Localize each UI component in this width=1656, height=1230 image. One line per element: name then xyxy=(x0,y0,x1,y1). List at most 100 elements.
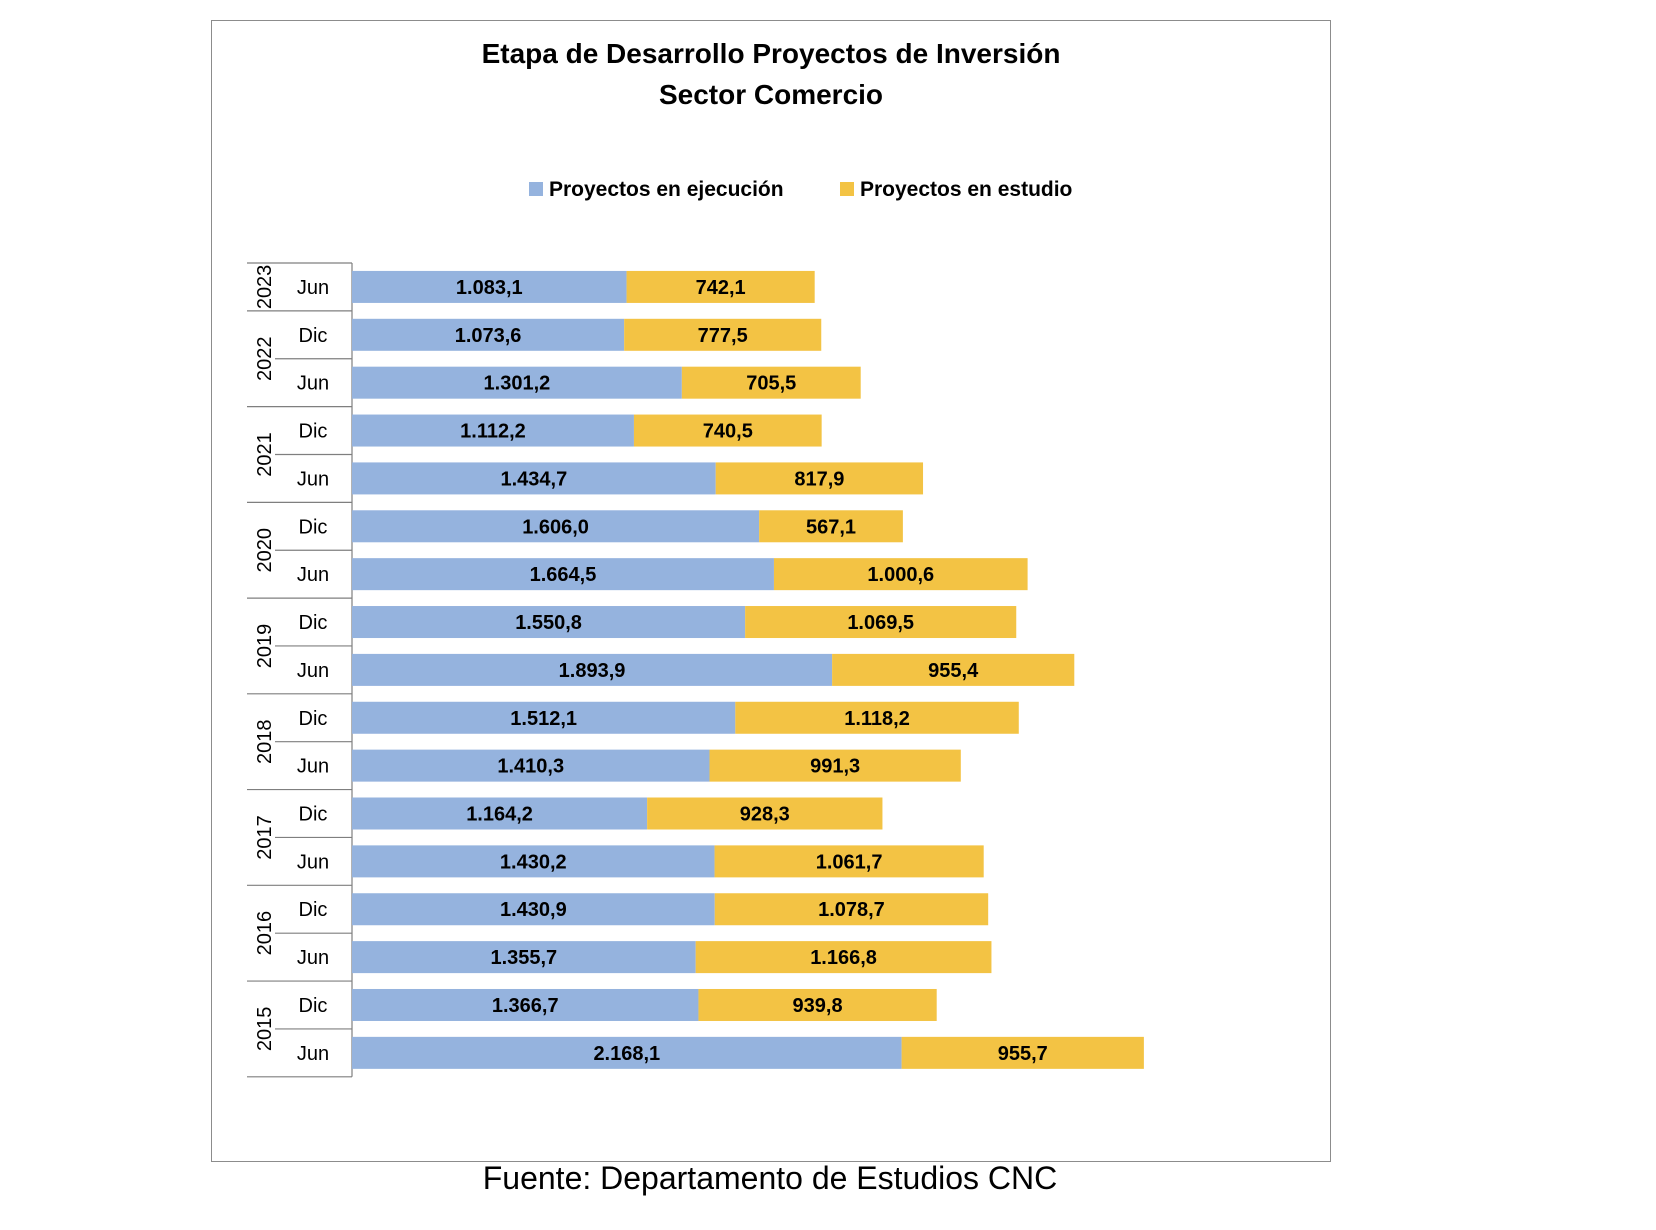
bar-ejecucion xyxy=(352,366,682,399)
data-label: 1.061,7 xyxy=(816,851,883,873)
data-label: 1.550,8 xyxy=(515,612,582,634)
year-label: 2016 xyxy=(254,911,276,956)
data-label: 1.083,1 xyxy=(456,277,523,299)
bar-ejecucion xyxy=(352,606,746,639)
data-label: 567,1 xyxy=(806,516,856,538)
period-label: Jun xyxy=(297,1043,329,1065)
period-label: Dic xyxy=(299,612,328,634)
bar-estudio xyxy=(714,845,984,878)
period-label: Jun xyxy=(297,373,329,395)
bar-estudio xyxy=(633,414,822,447)
bar-estudio xyxy=(624,318,822,351)
chart-frame xyxy=(211,20,1331,1162)
bar-ejecucion xyxy=(352,1036,902,1069)
data-label: 1.664,5 xyxy=(530,564,597,586)
period-label: Dic xyxy=(299,516,328,538)
period-label: Dic xyxy=(299,421,328,443)
data-label: 939,8 xyxy=(793,995,843,1017)
period-label: Jun xyxy=(297,468,329,490)
legend-swatch xyxy=(529,182,543,196)
data-label: 1.430,9 xyxy=(500,899,567,921)
plot-area: 1.083,1 742,1 1.073,6 777,5 1.301,2 705,5 1.11… xyxy=(352,270,1144,1069)
year-label: 2020 xyxy=(254,528,276,573)
period-label: Dic xyxy=(299,708,328,730)
data-label: 2.168,1 xyxy=(593,1043,660,1065)
bar-ejecucion xyxy=(352,701,736,734)
data-label: 1.118,2 xyxy=(844,708,910,730)
period-label: Jun xyxy=(297,851,329,873)
year-label: 2023 xyxy=(254,265,276,310)
source-note: Fuente: Departamento de Estudios CNC xyxy=(482,1160,1058,1196)
year-label: 2018 xyxy=(254,719,276,764)
bar-estudio xyxy=(698,988,937,1021)
data-label: 1.164,2 xyxy=(466,804,533,826)
bar-ejecucion xyxy=(352,510,760,543)
data-label: 1.112,2 xyxy=(460,421,526,443)
bar-estudio xyxy=(709,749,961,782)
data-label: 1.000,6 xyxy=(867,564,934,586)
period-label: Dic xyxy=(299,899,328,921)
data-label: 817,9 xyxy=(794,468,844,490)
legend-swatch xyxy=(840,182,854,196)
bar-ejecucion xyxy=(352,653,833,686)
data-label: 955,4 xyxy=(928,660,979,682)
data-label: 1.355,7 xyxy=(490,947,557,969)
bar-estudio xyxy=(745,606,1017,639)
period-label: Dic xyxy=(299,995,328,1017)
data-label: 777,5 xyxy=(698,325,748,347)
legend-item: Proyectos en ejecución xyxy=(529,178,784,201)
year-label: 2021 xyxy=(254,432,276,477)
year-label: 2019 xyxy=(254,624,276,669)
category-axis: 2023 Jun 2022 Dic Jun 2021 Dic Jun 2020 Dic Jun 201… xyxy=(247,262,353,1078)
data-label: 742,1 xyxy=(696,277,746,299)
bar-estudio xyxy=(773,558,1028,591)
bar-ejecucion xyxy=(352,270,627,303)
bar-estudio xyxy=(626,270,815,303)
period-label: Jun xyxy=(297,277,329,299)
bar-estudio xyxy=(901,1036,1144,1069)
bar-ejecucion xyxy=(352,749,710,782)
bar-ejecucion xyxy=(352,558,774,591)
period-label: Jun xyxy=(297,564,329,586)
bar-ejecucion xyxy=(352,462,716,495)
data-label: 991,3 xyxy=(810,756,860,778)
data-label: 1.512,1 xyxy=(510,708,577,730)
data-label: 705,5 xyxy=(746,373,796,395)
data-label: 1.078,7 xyxy=(818,899,885,921)
period-label: Jun xyxy=(297,660,329,682)
bar-estudio xyxy=(647,797,883,830)
chart-subtitle: Sector Comercio xyxy=(659,79,883,110)
data-label: 1.893,9 xyxy=(559,660,626,682)
data-label: 1.366,7 xyxy=(492,995,559,1017)
legend-label: Proyectos en estudio xyxy=(860,178,1072,201)
year-label: 2017 xyxy=(254,815,276,860)
bar-estudio xyxy=(681,366,861,399)
bar-estudio xyxy=(759,510,903,543)
data-label: 740,5 xyxy=(703,421,753,443)
data-label: 1.073,6 xyxy=(455,325,522,347)
bar-ejecucion xyxy=(352,988,699,1021)
bar-ejecucion xyxy=(352,941,696,974)
data-label: 1.301,2 xyxy=(484,373,551,395)
chart-legend: Proyectos en ejecución Proyectos en estud… xyxy=(529,178,1072,201)
data-label: 1.410,3 xyxy=(497,756,564,778)
period-label: Dic xyxy=(299,325,328,347)
bar-estudio xyxy=(714,893,989,926)
bar-estudio xyxy=(695,941,992,974)
legend-label: Proyectos en ejecución xyxy=(549,178,784,201)
data-label: 1.606,0 xyxy=(522,516,589,538)
period-label: Jun xyxy=(297,947,329,969)
data-label: 1.430,2 xyxy=(500,851,567,873)
bar-ejecucion xyxy=(352,893,715,926)
bar-estudio xyxy=(735,701,1019,734)
bar-estudio xyxy=(715,462,924,495)
data-label: 1.166,8 xyxy=(810,947,877,969)
bar-ejecucion xyxy=(352,414,634,447)
year-label: 2015 xyxy=(254,1007,276,1052)
data-label: 1.069,5 xyxy=(847,612,914,634)
legend-item: Proyectos en estudio xyxy=(840,178,1072,201)
bar-ejecucion xyxy=(352,797,648,830)
period-label: Dic xyxy=(299,804,328,826)
bar-estudio xyxy=(832,653,1075,686)
